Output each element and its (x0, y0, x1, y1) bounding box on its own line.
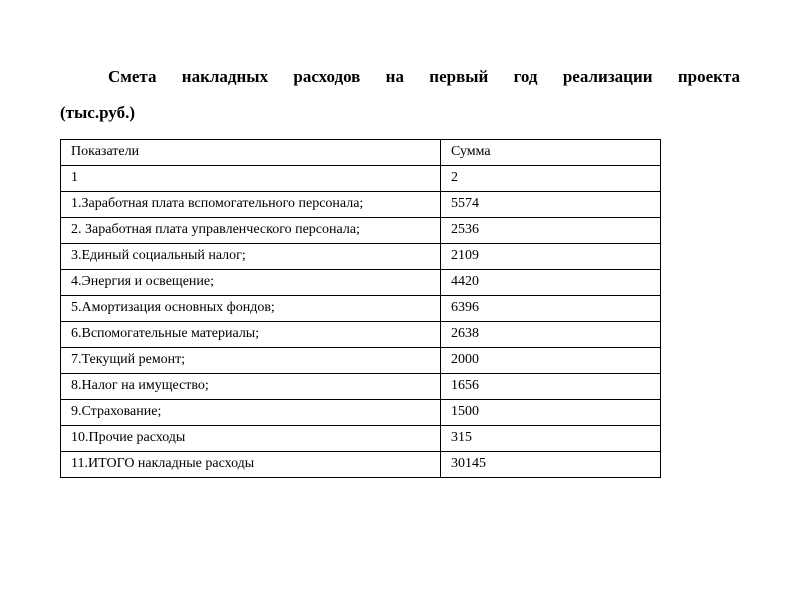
table-row: 8.Налог на имущество; 1656 (61, 373, 661, 399)
table-row: 10.Прочие расходы 315 (61, 425, 661, 451)
table-body: Показатели Сумма 1 2 1.Заработная плата … (61, 139, 661, 477)
document-title-line1: Смета накладных расходов на первый год р… (60, 60, 740, 94)
table-cell: 3.Единый социальный налог; (61, 243, 441, 269)
table-row: 7.Текущий ремонт; 2000 (61, 347, 661, 373)
table-cell: 4420 (441, 269, 661, 295)
table-cell: 1 (61, 165, 441, 191)
table-cell: 6.Вспомогательные материалы; (61, 321, 441, 347)
table-row: 5.Амортизация основных фондов; 6396 (61, 295, 661, 321)
table-cell: 2 (441, 165, 661, 191)
table-cell: 2. Заработная плата управленческого перс… (61, 217, 441, 243)
table-cell: 9.Страхование; (61, 399, 441, 425)
table-index-row: 1 2 (61, 165, 661, 191)
table-cell: 11.ИТОГО накладные расходы (61, 451, 441, 477)
table-header-row: Показатели Сумма (61, 139, 661, 165)
table-row: 2. Заработная плата управленческого перс… (61, 217, 661, 243)
table-header-cell: Сумма (441, 139, 661, 165)
table-cell: 2109 (441, 243, 661, 269)
table-cell: 30145 (441, 451, 661, 477)
table-cell: 7.Текущий ремонт; (61, 347, 441, 373)
table-cell: 4.Энергия и освещение; (61, 269, 441, 295)
table-row: 1.Заработная плата вспомогательного перс… (61, 191, 661, 217)
table-cell: 2000 (441, 347, 661, 373)
table-total-row: 11.ИТОГО накладные расходы 30145 (61, 451, 661, 477)
table-cell: 5574 (441, 191, 661, 217)
table-cell: 5.Амортизация основных фондов; (61, 295, 441, 321)
table-cell: 1656 (441, 373, 661, 399)
table-cell: 2638 (441, 321, 661, 347)
table-cell: 1500 (441, 399, 661, 425)
document-title-line2: (тыс.руб.) (60, 98, 740, 129)
table-cell: 8.Налог на имущество; (61, 373, 441, 399)
table-cell: 2536 (441, 217, 661, 243)
table-row: 9.Страхование; 1500 (61, 399, 661, 425)
overhead-costs-table: Показатели Сумма 1 2 1.Заработная плата … (60, 139, 661, 478)
table-cell: 315 (441, 425, 661, 451)
table-header-cell: Показатели (61, 139, 441, 165)
table-row: 6.Вспомогательные материалы; 2638 (61, 321, 661, 347)
table-cell: 6396 (441, 295, 661, 321)
table-row: 4.Энергия и освещение; 4420 (61, 269, 661, 295)
table-row: 3.Единый социальный налог; 2109 (61, 243, 661, 269)
table-cell: 1.Заработная плата вспомогательного перс… (61, 191, 441, 217)
table-cell: 10.Прочие расходы (61, 425, 441, 451)
